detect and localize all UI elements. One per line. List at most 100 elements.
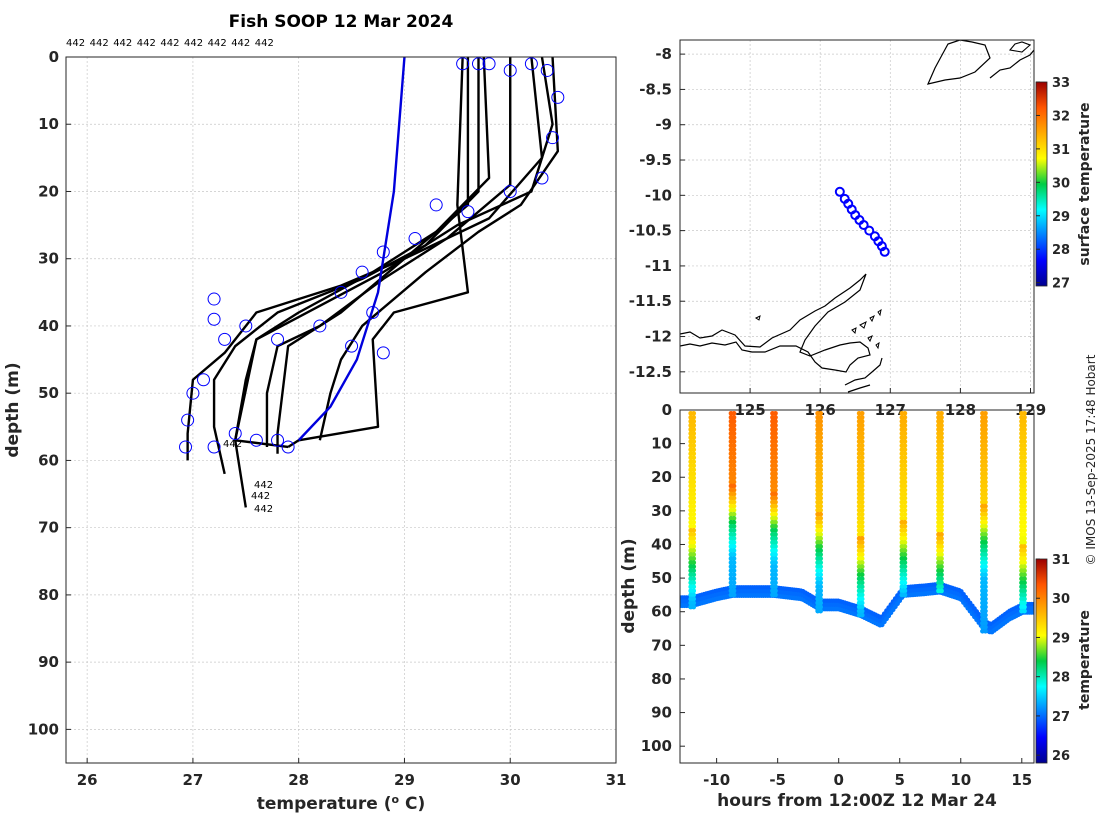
section-point [859, 471, 865, 477]
credit-text: © IMOS 13-Sep-2025 17:48 Hobart [1084, 354, 1098, 565]
section-point [691, 439, 697, 445]
section-point [859, 487, 865, 493]
section-point [902, 439, 908, 445]
section-point [983, 592, 988, 598]
section-point [902, 523, 908, 529]
section-point [691, 536, 697, 541]
section-point [939, 423, 944, 428]
section-point [731, 431, 737, 436]
section-point [1022, 540, 1027, 545]
section-point [902, 487, 908, 493]
section-point [939, 471, 944, 477]
section-point [939, 527, 944, 533]
coastline-southeast [844, 357, 883, 393]
profile-marker [207, 312, 221, 326]
section-point [691, 596, 697, 602]
section-point [818, 427, 824, 432]
section-point [691, 540, 697, 545]
section-point [773, 527, 778, 533]
section-point [1031, 605, 1034, 611]
section-ytick-label: 60 [651, 603, 672, 621]
profile-end-label: 442 [223, 439, 242, 450]
section-point [773, 414, 778, 420]
section-point [818, 491, 824, 497]
section-point [983, 608, 988, 614]
section-point [902, 552, 908, 557]
section-point [859, 515, 865, 521]
section-point [731, 564, 737, 570]
section-point [859, 604, 865, 610]
section-point [691, 414, 697, 420]
section-point [902, 507, 908, 513]
section-point [691, 556, 697, 561]
section-point [691, 580, 697, 586]
map-ytick-label: -10 [645, 186, 672, 204]
section-point [939, 435, 944, 440]
section-point [983, 544, 988, 549]
section-point [691, 531, 697, 537]
section-point [983, 552, 988, 557]
section-point [983, 580, 988, 586]
profile-end-label: 442 [251, 491, 270, 502]
section-point [731, 572, 737, 578]
section-point [691, 475, 697, 481]
profile-xtick-label: 29 [394, 771, 415, 789]
section-ytick-label: 100 [641, 737, 672, 755]
profile-ytick-label: 60 [38, 451, 59, 469]
section-point [859, 414, 865, 420]
section-point [691, 519, 697, 525]
section-point [1022, 515, 1027, 521]
section-point [818, 540, 824, 545]
section-point [859, 459, 865, 465]
section-point [773, 584, 778, 590]
section-point [859, 463, 865, 469]
profile-marker [408, 232, 422, 246]
profile-markers [179, 57, 565, 454]
section-point [818, 556, 824, 561]
profile-gridlines [66, 56, 617, 763]
section-point [939, 431, 944, 436]
section-point [773, 568, 778, 574]
map-ytick-label: -11.5 [629, 292, 672, 310]
profile-ytick-label: 40 [38, 317, 59, 335]
profile-line-p6 [234, 57, 554, 449]
section-point [983, 548, 988, 553]
section-point [983, 576, 988, 582]
profile-marker [546, 131, 560, 145]
section-point [773, 507, 778, 513]
section-ytick-label: 40 [651, 535, 672, 553]
mean-profile [297, 57, 406, 442]
profile-marker [503, 184, 517, 198]
section-point [983, 515, 988, 521]
section-point [859, 572, 865, 578]
profile-marker [524, 57, 538, 71]
map-ytick-label: -8.5 [639, 80, 672, 98]
profile-xtick-label: 31 [606, 771, 627, 789]
section-point [902, 564, 908, 570]
section-colorbar-tick-label: 26 [1052, 749, 1070, 764]
section-point [773, 410, 778, 416]
section-point [902, 475, 908, 481]
section-point [983, 414, 988, 420]
section-point [859, 423, 865, 428]
section-point [859, 519, 865, 525]
section-point [983, 459, 988, 465]
section-point [859, 580, 865, 586]
profile-ytick-label: 20 [38, 182, 59, 200]
section-point [691, 588, 697, 594]
profile-xlabel: temperature (o C) [257, 793, 426, 815]
section-point [818, 544, 824, 549]
section-point [1022, 427, 1027, 432]
section-point [902, 414, 908, 420]
profile-marker [345, 339, 359, 353]
section-point [939, 519, 944, 525]
section-point [859, 592, 865, 598]
section-point [691, 511, 697, 517]
profile-marker [334, 285, 348, 299]
section-point [818, 410, 824, 416]
coastline-northeast [989, 49, 1034, 79]
section-point [731, 467, 737, 473]
section-point [1022, 556, 1027, 561]
